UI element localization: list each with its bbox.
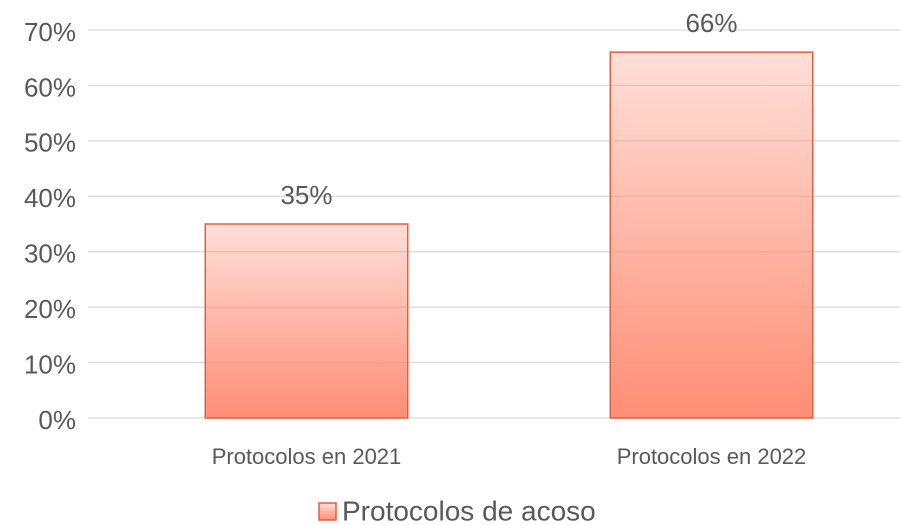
data-label: 66% — [685, 8, 737, 38]
bar — [609, 51, 814, 419]
y-tick-label: 60% — [24, 72, 76, 102]
y-tick-label: 50% — [24, 128, 76, 158]
y-tick-label: 20% — [24, 294, 76, 324]
legend-label: Protocolos de acoso — [342, 495, 596, 525]
y-tick-label: 0% — [38, 405, 76, 435]
x-tick-label: Protocolos en 2021 — [212, 444, 402, 469]
y-tick-label: 10% — [24, 349, 76, 379]
legend-swatch — [318, 502, 337, 521]
y-tick-label: 70% — [24, 17, 76, 47]
bar — [204, 223, 409, 419]
y-tick-label: 40% — [24, 183, 76, 213]
y-tick-label: 30% — [24, 239, 76, 269]
data-label: 35% — [280, 180, 332, 210]
x-tick-label: Protocolos en 2022 — [617, 444, 807, 469]
